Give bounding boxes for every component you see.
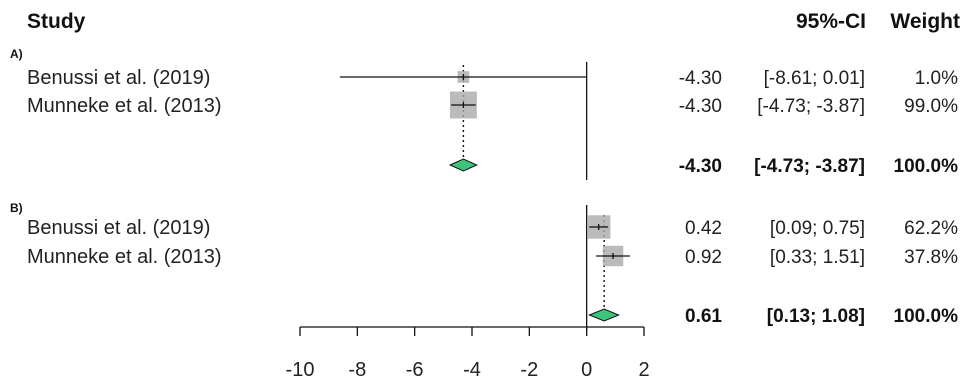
header-study: Study: [27, 10, 86, 33]
study-name: Benussi et al. (2019): [27, 67, 210, 89]
pooled-weight-value: 100.0%: [894, 306, 959, 327]
study-weight-value: 37.8%: [904, 247, 958, 268]
x-tick-label: -2: [520, 359, 538, 381]
x-tick-label: -6: [406, 359, 424, 381]
x-tick-label: -8: [348, 359, 366, 381]
pooled-diamond: [588, 308, 620, 322]
x-tick-label: -4: [463, 359, 481, 381]
group-label: B): [10, 201, 23, 215]
study-estimate-value: 0.42: [685, 218, 722, 239]
x-tick-label: 0: [581, 359, 592, 381]
study-estimate-value: 0.92: [685, 247, 722, 268]
study-weight-value: 1.0%: [915, 68, 958, 89]
header-weight: Weight: [890, 10, 960, 33]
study-weight-value: 62.2%: [904, 218, 958, 239]
pooled-ci-value: [0.13; 1.08]: [767, 306, 865, 327]
pooled-estimate-value: -4.30: [679, 156, 722, 177]
study-name: Munneke et al. (2013): [27, 246, 222, 268]
header-ci: 95%-CI: [796, 10, 866, 33]
study-weight-value: 99.0%: [904, 96, 958, 117]
study-ci-value: [0.09; 0.75]: [770, 218, 865, 239]
study-ci-value: [0.33; 1.51]: [770, 247, 865, 268]
study-name: Benussi et al. (2019): [27, 217, 210, 239]
study-name: Munneke et al. (2013): [27, 95, 222, 117]
group-label: A): [10, 47, 23, 61]
study-ci-value: [-8.61; 0.01]: [764, 68, 865, 89]
study-estimate-value: -4.30: [679, 68, 722, 89]
x-tick-label: -10: [286, 359, 315, 381]
study-estimate-value: -4.30: [679, 96, 722, 117]
pooled-weight-value: 100.0%: [894, 156, 959, 177]
study-ci-value: [-4.73; -3.87]: [757, 96, 865, 117]
pooled-diamond: [448, 158, 478, 172]
x-tick-label: 2: [638, 359, 649, 381]
pooled-ci-value: [-4.73; -3.87]: [754, 156, 865, 177]
pooled-estimate-value: 0.61: [685, 306, 722, 327]
